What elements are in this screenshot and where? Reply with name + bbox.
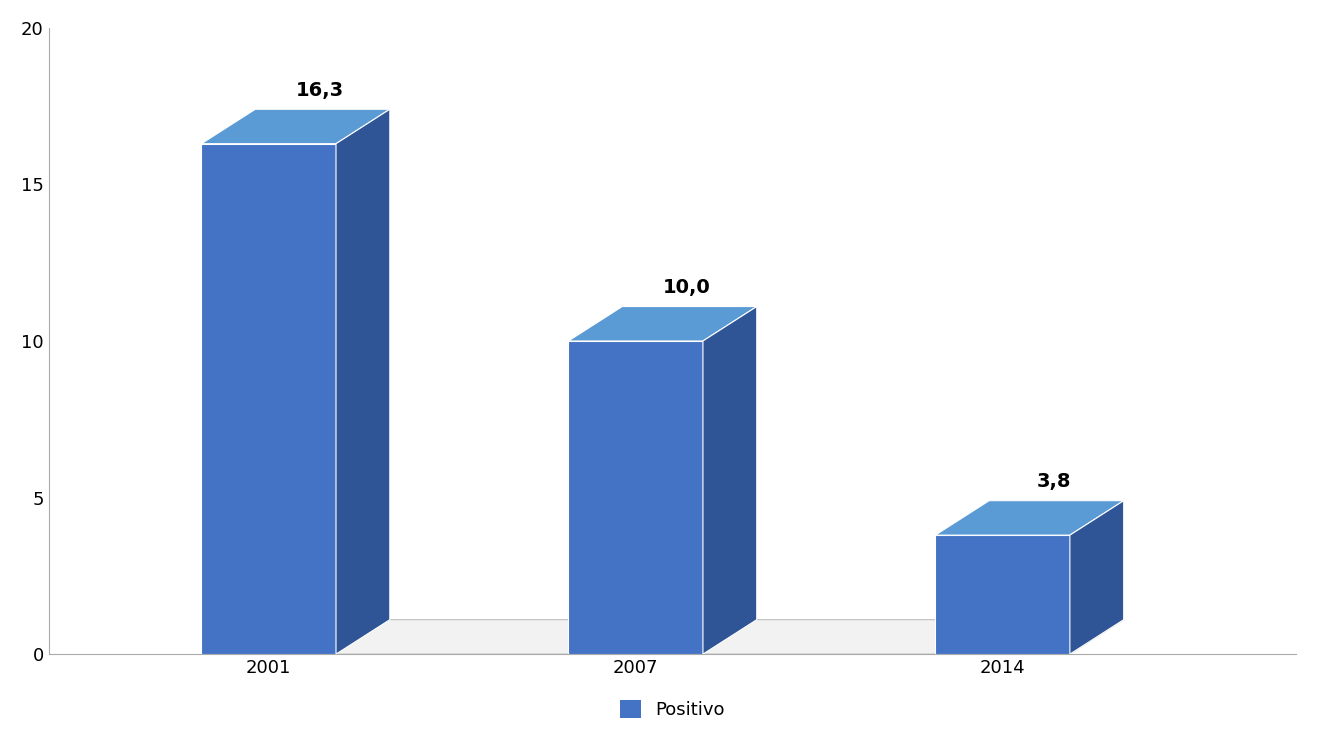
Text: 10,0: 10,0 (664, 278, 711, 297)
Legend: Positivo: Positivo (612, 693, 732, 727)
Text: 16,3: 16,3 (296, 81, 344, 100)
Polygon shape (1069, 501, 1123, 654)
Polygon shape (935, 501, 1123, 535)
Polygon shape (336, 110, 390, 654)
Polygon shape (202, 144, 336, 654)
Polygon shape (202, 110, 390, 144)
Polygon shape (703, 306, 757, 654)
Text: 3,8: 3,8 (1036, 472, 1071, 491)
Polygon shape (202, 619, 1123, 654)
Polygon shape (935, 535, 1069, 654)
Polygon shape (569, 306, 757, 341)
Polygon shape (569, 341, 703, 654)
